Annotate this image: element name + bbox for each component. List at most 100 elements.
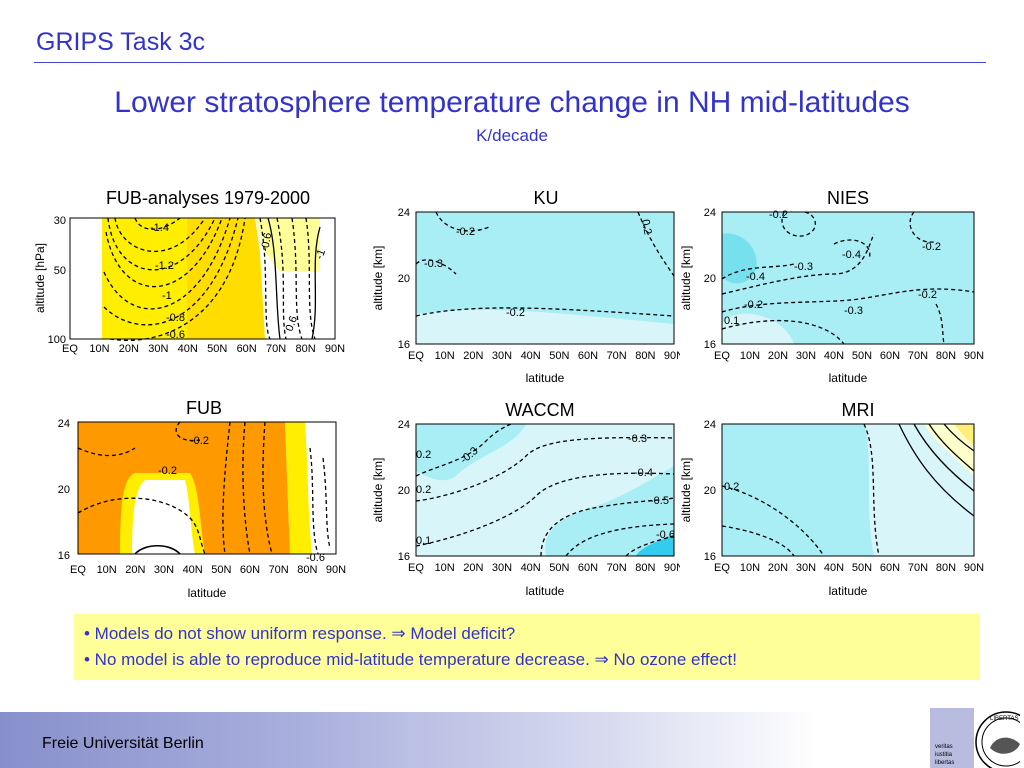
x-tick: 40N [183, 564, 203, 576]
x-tick: 80N [297, 564, 317, 576]
x-ticks: EQ 10N 20N 30N 40N 50N 60N 70N 80N 90N [408, 562, 680, 574]
x-tick: 90N [964, 350, 984, 362]
contour-label: -0.2 [456, 226, 475, 238]
x-tick: 40N [521, 350, 541, 362]
note-bullet-2: • No model is able to reproduce mid-lati… [84, 650, 738, 669]
x-tick: 50N [852, 350, 872, 362]
x-tick: 70N [607, 350, 627, 362]
x-tick: 30N [154, 564, 174, 576]
x-tick: 30N [796, 562, 816, 574]
panel-title-fub-analyses: FUB-analyses 1979-2000 [105, 188, 311, 208]
y-axis-label: altitude [km] [679, 458, 693, 523]
panel-title-mri: MRI [841, 400, 875, 420]
footer-university-name: Freie Universität Berlin [42, 735, 204, 752]
x-tick: EQ [408, 350, 424, 362]
logo-text: veritas [935, 744, 953, 750]
panel-title-ku: KU [533, 188, 559, 208]
contour-label: 0.2 [416, 449, 431, 461]
x-axis-label: latitude [526, 584, 565, 598]
contour-label: -0.3 [628, 433, 647, 445]
contour-plot-waccm: -0.3 -0.3 -0.4 -0.5 -0.6 0.2 0.2 0.1 24 … [371, 419, 680, 598]
y-tick: 24 [704, 207, 716, 219]
x-tick: 50N [549, 562, 569, 574]
x-tick: 70N [269, 564, 289, 576]
contour-plot-fub: -0.2 -0.2 -0.6 24 20 16 EQ 10N 20N 30N 40N 50… [58, 418, 346, 600]
x-tick: 90N [664, 562, 680, 574]
x-ticks: EQ 10N 20N 30N 40N 50N 60N 70N 80N 90N [70, 564, 346, 576]
y-axis-label: altitude [km] [371, 458, 385, 523]
contour-label: 0.2 [724, 481, 739, 493]
x-tick: 60N [578, 562, 598, 574]
contour-plot-fub-analyses: -1.4 -1.2 -1 -0.8 -0.6 -0.6 -1 0.6 30 50… [33, 215, 345, 355]
contour-label: -0.2 [918, 289, 937, 301]
x-tick: EQ [408, 562, 424, 574]
contour-label: -1 [162, 290, 172, 302]
x-tick: 10N [740, 350, 760, 362]
x-tick: 90N [964, 562, 984, 574]
y-tick: 50 [54, 265, 66, 277]
x-tick: 90N [325, 343, 345, 355]
logo-text: iustitia [935, 752, 953, 758]
y-tick: 24 [58, 418, 70, 430]
x-tick: 20N [119, 343, 139, 355]
y-tick: 20 [58, 484, 70, 496]
contour-label: -0.6 [306, 552, 325, 564]
contour-label: -0.2 [769, 209, 788, 221]
x-tick: 80N [635, 350, 655, 362]
x-tick: 20N [768, 562, 788, 574]
x-tick: 30N [148, 343, 168, 355]
contour-label: -0.2 [922, 241, 941, 253]
x-tick: 80N [635, 562, 655, 574]
x-tick: 20N [768, 350, 788, 362]
x-tick: 50N [549, 350, 569, 362]
y-tick: 24 [704, 419, 716, 431]
x-tick: 40N [824, 562, 844, 574]
x-axis-label: latitude [526, 371, 565, 385]
y-axis-label: altitude [km] [371, 246, 385, 311]
x-tick: 80N [936, 562, 956, 574]
y-tick: 16 [398, 339, 410, 351]
x-tick: 60N [237, 343, 257, 355]
x-tick: 70N [908, 350, 928, 362]
x-axis-label: latitude [829, 584, 868, 598]
logo-text: libertas [935, 760, 954, 766]
x-tick: 10N [435, 350, 455, 362]
contour-label: -0.3 [844, 305, 863, 317]
y-tick: 24 [398, 419, 410, 431]
x-tick: 50N [211, 564, 231, 576]
x-tick: 20N [463, 562, 483, 574]
notes-box: • Models do not show uniform response. ⇒… [74, 614, 980, 680]
x-tick: 50N [207, 343, 227, 355]
slide-subtitle: K/decade [476, 126, 548, 145]
y-tick: 20 [704, 273, 716, 285]
contour-plot-mri: 0.2 24 20 16 altitude [km] EQ 10N 20N 30N 40… [679, 419, 984, 598]
x-tick: EQ [62, 343, 78, 355]
x-tick: 70N [266, 343, 286, 355]
x-ticks: EQ 10N 20N 30N 40N 50N 60N 70N 80N 90N [714, 562, 984, 574]
note-bullet-1: • Models do not show uniform response. ⇒… [84, 624, 516, 643]
header-divider [34, 62, 986, 63]
x-tick: 50N [852, 562, 872, 574]
x-tick: 10N [97, 564, 117, 576]
x-tick: 10N [740, 562, 760, 574]
contour-label: -0.3 [794, 261, 813, 273]
contour-label: -0.2 [506, 307, 525, 319]
x-tick: 90N [326, 564, 346, 576]
x-tick: 10N [89, 343, 109, 355]
university-seal-logo: veritas iustitia libertas LIBERTAS [930, 708, 1020, 768]
x-ticks: EQ 10N 20N 30N 40N 50N 60N 70N 80N 90N [62, 343, 345, 355]
footer-bar [0, 712, 1024, 768]
x-ticks: EQ 10N 20N 30N 40N 50N 60N 70N 80N 90N [714, 350, 984, 362]
contour-label: -1.2 [155, 260, 174, 272]
x-tick: 30N [492, 562, 512, 574]
x-tick: EQ [70, 564, 86, 576]
header-title: GRIPS Task 3c [36, 28, 206, 56]
contour-label: -0.6 [656, 529, 675, 541]
x-tick: 30N [796, 350, 816, 362]
x-tick: EQ [714, 350, 730, 362]
x-tick: 60N [240, 564, 260, 576]
y-tick: 20 [398, 485, 410, 497]
x-tick: 60N [578, 350, 598, 362]
panel-title-fub: FUB [186, 398, 222, 418]
contour-label: 0.1 [724, 315, 739, 327]
